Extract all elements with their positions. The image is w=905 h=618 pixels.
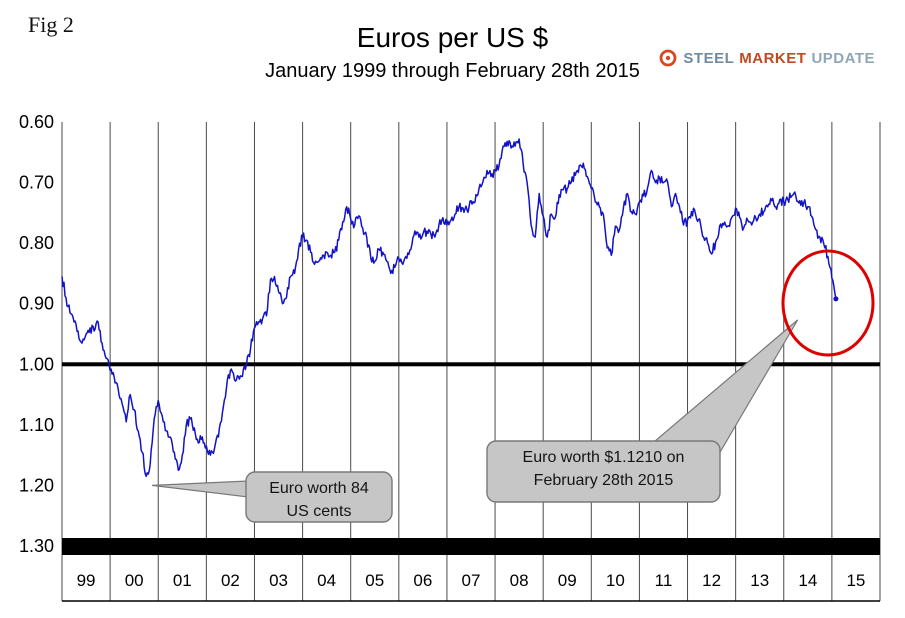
y-axis-tick-label: 0.80 — [19, 233, 54, 253]
callout-text: US cents — [287, 503, 352, 520]
x-axis-tick-label: 09 — [558, 571, 577, 590]
x-axis-tick-label: 14 — [798, 571, 817, 590]
x-axis-tick-label: 08 — [510, 571, 529, 590]
logo-text-update: UPDATE — [811, 49, 875, 67]
x-axis-tick-label: 00 — [125, 571, 144, 590]
callout-text: February 28th 2015 — [534, 472, 674, 489]
y-axis-tick-label: 0.90 — [19, 294, 54, 314]
x-axis-tick-label: 15 — [846, 571, 865, 590]
steel-market-update-logo: STEEL MARKET UPDATE — [658, 48, 875, 68]
x-axis-tick-label: 07 — [462, 571, 481, 590]
y-axis-tick-label: 1.30 — [19, 536, 54, 556]
logo-swirl-icon — [660, 49, 677, 67]
figure-label: Fig 2 — [28, 12, 74, 37]
x-axis-tick-label: 04 — [317, 571, 336, 590]
logo-text-market: MARKET — [739, 49, 807, 67]
x-axis-tick-label: 03 — [269, 571, 288, 590]
highlight-ellipse — [781, 249, 875, 357]
chart-title: Euros per US $ — [356, 22, 549, 53]
y-axis-tick-label: 1.00 — [19, 354, 54, 374]
x-axis-tick-label: 01 — [173, 571, 192, 590]
last-point-marker — [833, 296, 839, 302]
x-axis-tick-label: 10 — [606, 571, 625, 590]
callout-pointer — [646, 319, 799, 460]
callout-pointer — [151, 480, 249, 498]
x-axis-tick-label: 02 — [221, 571, 240, 590]
y-axis-tick-label: 0.70 — [19, 173, 54, 193]
callout-box — [486, 440, 721, 503]
callout-text: Euro worth $1.1210 on — [523, 449, 685, 466]
y-axis-tick-label: 1.10 — [19, 415, 54, 435]
eur-per-usd-line — [61, 138, 837, 478]
logo-text-steel: STEEL — [683, 49, 735, 67]
bottom-axis-bar — [62, 538, 880, 555]
parity-reference-line — [62, 362, 880, 367]
x-axis-tick-label: 05 — [365, 571, 384, 590]
x-axis-tick-label: 11 — [655, 571, 673, 590]
x-axis-tick-label: 13 — [750, 571, 769, 590]
chart-subtitle: January 1999 through February 28th 2015 — [265, 60, 640, 82]
callout-box — [245, 471, 393, 523]
y-axis-tick-label: 0.60 — [19, 112, 54, 132]
x-axis-tick-label: 99 — [77, 571, 96, 590]
x-axis-tick-label: 12 — [702, 571, 721, 590]
callout-text: Euro worth 84 — [269, 480, 369, 497]
y-axis-tick-label: 1.20 — [19, 475, 54, 495]
x-axis-tick-label: 06 — [413, 571, 432, 590]
